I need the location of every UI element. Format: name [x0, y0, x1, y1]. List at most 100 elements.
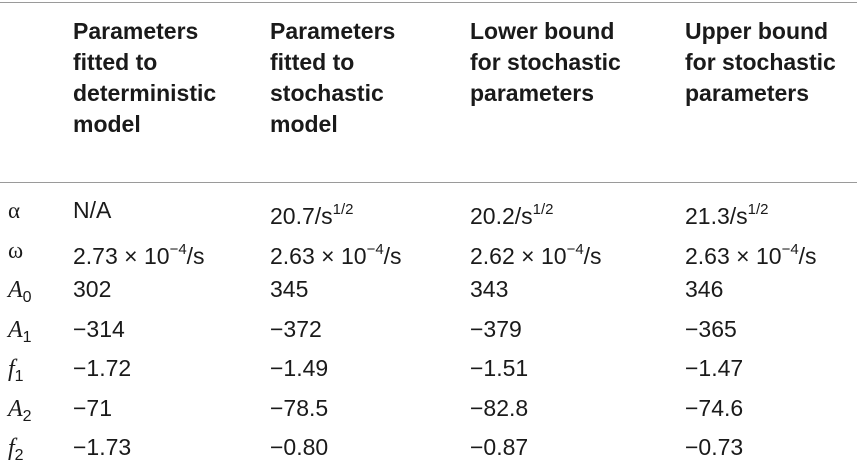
value-superscript: 1/2: [332, 201, 354, 218]
value-main: −78.5: [270, 394, 329, 421]
value-deterministic-fit: −71: [73, 388, 112, 428]
value-main: −379: [470, 315, 522, 342]
value-superscript: −4: [366, 240, 384, 258]
value-upper-bound: 21.3/s1/2: [685, 190, 769, 236]
value-stochastic-fit: −0.80: [270, 427, 328, 467]
value-main: −0.80: [270, 434, 329, 460]
value-stochastic-fit: −372: [270, 309, 322, 349]
header-lower-bound: Lower bound for stochastic parameters: [470, 18, 621, 106]
parameter-symbol: ω: [8, 230, 23, 271]
table-top-rule: [0, 2, 857, 3]
symbol-letter: f: [8, 435, 15, 461]
value-main: N/A: [73, 197, 112, 223]
header-deterministic-fit: Parameters fitted to deterministic model: [73, 18, 217, 137]
value-superscript: 1/2: [532, 201, 554, 218]
value-lower-bound: −379: [470, 309, 522, 349]
symbol-subscript: 2: [22, 407, 32, 425]
parameter-symbol: A2: [8, 388, 32, 437]
value-main: −365: [685, 315, 737, 342]
header-stochastic-fit: Parameters fitted to stochastic model: [270, 18, 396, 137]
value-main: −0.87: [470, 434, 529, 460]
value-main: 343: [470, 276, 509, 302]
value-deterministic-fit: 2.73 × 10−4/s: [73, 230, 205, 276]
value-stochastic-fit: 345: [270, 269, 308, 309]
value-lower-bound: −82.8: [470, 388, 528, 428]
value-main: 21.3/s: [685, 203, 748, 229]
value-main: −1.47: [685, 355, 744, 381]
value-main: −1.72: [73, 355, 132, 381]
value-main: 2.62 × 10: [470, 242, 567, 269]
value-main: −314: [73, 315, 125, 342]
value-main: −82.8: [470, 394, 529, 421]
header-divider-rule: [0, 182, 857, 183]
value-main: 20.7/s: [270, 203, 333, 229]
header-upper-bound: Upper bound for stochastic parameters: [685, 18, 836, 106]
value-stochastic-fit: −1.49: [270, 348, 328, 388]
value-main: −1.49: [270, 355, 329, 381]
value-main: −1.51: [470, 355, 529, 381]
symbol-subscript: 0: [22, 289, 32, 306]
value-main: −1.73: [73, 434, 132, 460]
value-deterministic-fit: −1.72: [73, 348, 131, 388]
value-deterministic-fit: −314: [73, 309, 125, 349]
symbol-letter: f: [8, 356, 15, 382]
value-upper-bound: 346: [685, 269, 723, 309]
value-lower-bound: 343: [470, 269, 508, 309]
symbol-letter: α: [8, 198, 21, 223]
value-lower-bound: 20.2/s1/2: [470, 190, 554, 236]
value-main: −71: [73, 394, 113, 421]
symbol-subscript: 2: [14, 447, 24, 464]
symbol-letter: A: [8, 277, 23, 303]
value-deterministic-fit: N/A: [73, 190, 111, 230]
value-unit: /s: [383, 242, 402, 269]
table-row: ω 2.73 × 10−4/s 2.63 × 10−4/s 2.62 × 10−4/s…: [0, 230, 857, 270]
value-main: 346: [685, 276, 724, 302]
symbol-letter: A: [8, 395, 23, 422]
value-superscript: −4: [169, 240, 187, 258]
value-main: 302: [73, 276, 112, 302]
value-upper-bound: −365: [685, 309, 737, 349]
value-main: 345: [270, 276, 309, 302]
value-main: −74.6: [685, 394, 744, 421]
value-unit: /s: [798, 242, 817, 269]
symbol-subscript: 1: [22, 328, 32, 346]
value-stochastic-fit: 20.7/s1/2: [270, 190, 354, 236]
table-row: A1 −314 −372 −379 −365: [0, 309, 857, 349]
value-superscript: −4: [781, 240, 799, 258]
value-lower-bound: 2.62 × 10−4/s: [470, 230, 602, 276]
table-row: α N/A 20.7/s1/2 20.2/s1/2 21.3/s1/2: [0, 190, 857, 230]
value-main: 20.2/s: [470, 203, 533, 229]
parameter-table: Parameters fitted to deterministic model…: [0, 2, 857, 464]
parameter-symbol: α: [8, 190, 20, 231]
table-row: A2 −71 −78.5 −82.8 −74.6: [0, 388, 857, 428]
table-row: f2 −1.73 −0.80 −0.87 −0.73: [0, 427, 857, 467]
value-upper-bound: 2.63 × 10−4/s: [685, 230, 817, 276]
value-lower-bound: −0.87: [470, 427, 528, 467]
value-upper-bound: −0.73: [685, 427, 743, 467]
value-stochastic-fit: −78.5: [270, 388, 328, 428]
value-main: −372: [270, 315, 322, 342]
value-stochastic-fit: 2.63 × 10−4/s: [270, 230, 402, 276]
parameter-symbol: f1: [8, 348, 24, 397]
value-upper-bound: −74.6: [685, 388, 743, 428]
value-lower-bound: −1.51: [470, 348, 528, 388]
value-upper-bound: −1.47: [685, 348, 743, 388]
value-main: 2.73 × 10: [73, 242, 170, 269]
value-main: −0.73: [685, 434, 744, 460]
table-row: f1 −1.72 −1.49 −1.51 −1.47: [0, 348, 857, 388]
parameter-symbol: f2: [8, 427, 24, 476]
value-deterministic-fit: −1.73: [73, 427, 131, 467]
value-main: 2.63 × 10: [685, 242, 782, 269]
parameter-symbol: A0: [8, 269, 32, 318]
value-main: 2.63 × 10: [270, 242, 367, 269]
parameter-symbol: A1: [8, 309, 32, 358]
value-superscript: −4: [566, 240, 584, 258]
value-deterministic-fit: 302: [73, 269, 111, 309]
symbol-letter: A: [8, 316, 23, 343]
value-unit: /s: [583, 242, 602, 269]
value-superscript: 1/2: [747, 201, 769, 218]
table-header-row: Parameters fitted to deterministic model…: [0, 16, 857, 166]
symbol-subscript: 1: [14, 368, 24, 385]
table-row: A0 302 345 343 346: [0, 269, 857, 309]
symbol-letter: ω: [8, 237, 24, 263]
